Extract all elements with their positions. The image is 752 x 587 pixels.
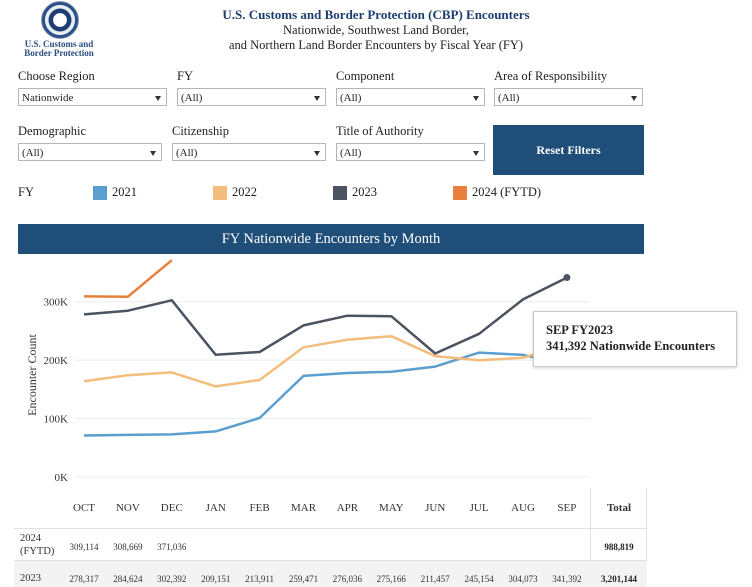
legend-label-2023[interactable]: 2023 xyxy=(352,185,377,199)
y-tick-label: 300K xyxy=(44,297,69,309)
table-header-month: SEP xyxy=(557,502,577,514)
table-header-month: MAR xyxy=(290,502,317,514)
reset-filters-button[interactable]: Reset Filters xyxy=(493,125,644,175)
table-cell: 211,457 xyxy=(420,574,450,584)
component-select[interactable]: (All) xyxy=(336,88,485,106)
data-table: OCT NOV DEC JAN FEB MAR APR MAY JUN JUL AUG SEP Tota… xyxy=(0,488,752,587)
table-cell: 209,151 xyxy=(201,574,231,584)
aor-select[interactable]: (All) xyxy=(494,88,643,106)
table-cell: 275,166 xyxy=(376,574,406,584)
cbp-seal-logo xyxy=(41,1,79,39)
legend-swatch-2023[interactable] xyxy=(333,186,347,200)
y-axis-label: Encounter Count xyxy=(25,334,39,416)
legend-swatch-2022[interactable] xyxy=(213,186,227,200)
table-row-label: 2023 xyxy=(20,573,41,584)
tooltip-line2: 341,392 Nationwide Encounters xyxy=(546,339,716,353)
fy-select-value: (All) xyxy=(181,92,203,104)
table-cell: 245,154 xyxy=(464,574,494,584)
region-select-value: Nationwide xyxy=(22,92,74,104)
highlight-point[interactable] xyxy=(563,274,571,282)
chevron-down-icon xyxy=(473,96,479,101)
chevron-down-icon xyxy=(150,151,156,156)
table-header-month: OCT xyxy=(73,502,95,514)
series-line-2024-fytd[interactable] xyxy=(83,259,173,298)
table-header-month: DEC xyxy=(160,502,183,514)
table-row-shading xyxy=(14,560,647,587)
table-cell: 304,073 xyxy=(508,574,538,584)
region-label: Choose Region xyxy=(18,69,95,83)
chevron-down-icon xyxy=(631,96,637,101)
authority-label: Title of Authority xyxy=(336,124,424,138)
table-header-month: MAY xyxy=(378,502,404,514)
fy-select[interactable]: (All) xyxy=(177,88,326,106)
page-subtitle-2: and Northern Land Border Encounters by F… xyxy=(228,38,524,52)
page-title: U.S. Customs and Border Protection (CBP)… xyxy=(222,7,530,22)
demographic-select[interactable]: (All) xyxy=(18,143,162,161)
line-chart: 0K 100K 200K 300K Encounter Count xyxy=(25,259,590,484)
table-header-month: FEB xyxy=(249,502,270,514)
y-tick-label: 200K xyxy=(44,355,69,367)
fy-label: FY xyxy=(177,69,193,83)
table-cell: 278,317 xyxy=(69,574,99,584)
legend-swatch-2024[interactable] xyxy=(453,186,467,200)
series-line-2021[interactable] xyxy=(83,351,568,437)
legend-label-2021[interactable]: 2021 xyxy=(112,185,137,199)
y-tick-label: 0K xyxy=(55,472,69,484)
authority-select-value: (All) xyxy=(340,147,362,159)
demographic-select-value: (All) xyxy=(22,147,44,159)
citizenship-select[interactable]: (All) xyxy=(172,143,326,161)
component-label: Component xyxy=(336,69,395,83)
logo-line2: Border Protection xyxy=(24,48,94,58)
table-cell: 309,114 xyxy=(69,542,99,552)
table-cell: 302,392 xyxy=(157,574,187,584)
table-header-month: AUG xyxy=(511,502,535,514)
legend-label-2024[interactable]: 2024 (FYTD) xyxy=(472,185,542,199)
authority-select[interactable]: (All) xyxy=(336,143,485,161)
table-header-month: JUN xyxy=(425,502,446,514)
table-divider xyxy=(14,560,647,561)
table-header-month: JAN xyxy=(205,502,226,514)
table-header-month: JUL xyxy=(469,502,489,514)
component-select-value: (All) xyxy=(340,92,362,104)
table-header-month: APR xyxy=(336,502,359,514)
legend-label-2022[interactable]: 2022 xyxy=(232,185,257,199)
data-tooltip: SEP FY2023 341,392 Nationwide Encounters xyxy=(533,311,737,367)
table-divider xyxy=(646,488,647,587)
table-divider xyxy=(14,528,647,529)
citizenship-label: Citizenship xyxy=(172,124,229,138)
table-divider xyxy=(590,488,591,587)
chevron-down-icon xyxy=(314,151,320,156)
chevron-down-icon xyxy=(314,96,320,101)
y-tick-label: 100K xyxy=(44,414,69,426)
demographic-label: Demographic xyxy=(18,124,87,138)
aor-select-value: (All) xyxy=(498,92,520,104)
table-cell: 284,624 xyxy=(113,574,143,584)
table-cell: 259,471 xyxy=(288,574,319,584)
page-subtitle-1: Nationwide, Southwest Land Border, xyxy=(283,23,469,37)
citizenship-select-value: (All) xyxy=(176,147,198,159)
aor-label: Area of Responsibility xyxy=(494,69,608,83)
chevron-down-icon xyxy=(473,151,479,156)
table-row-label: 2024 (FYTD) xyxy=(20,533,55,557)
cbp-logo-text: U.S. Customs and Border Protection xyxy=(18,40,100,58)
tooltip-line1: SEP FY2023 xyxy=(546,323,614,337)
table-cell: 371,036 xyxy=(157,542,187,552)
logo-line1: U.S. Customs and xyxy=(24,39,94,49)
series-line-2022[interactable] xyxy=(83,334,568,388)
table-cell: 213,911 xyxy=(245,574,275,584)
legend-heading: FY xyxy=(18,185,34,199)
region-select[interactable]: Nationwide xyxy=(18,88,167,106)
chart-title-banner: FY Nationwide Encounters by Month xyxy=(18,224,644,254)
table-total-cell: 988,819 xyxy=(604,542,634,552)
chevron-down-icon xyxy=(155,96,161,101)
series-line-2023[interactable] xyxy=(83,276,568,357)
table-cell: 276,036 xyxy=(332,574,363,584)
table-total-cell: 3,201,144 xyxy=(601,574,637,584)
legend-swatch-2021[interactable] xyxy=(93,186,107,200)
table-cell: 341,392 xyxy=(552,574,582,584)
table-cell: 308,669 xyxy=(113,542,143,552)
table-header-month: NOV xyxy=(115,502,140,514)
table-header-total: Total xyxy=(606,502,632,514)
